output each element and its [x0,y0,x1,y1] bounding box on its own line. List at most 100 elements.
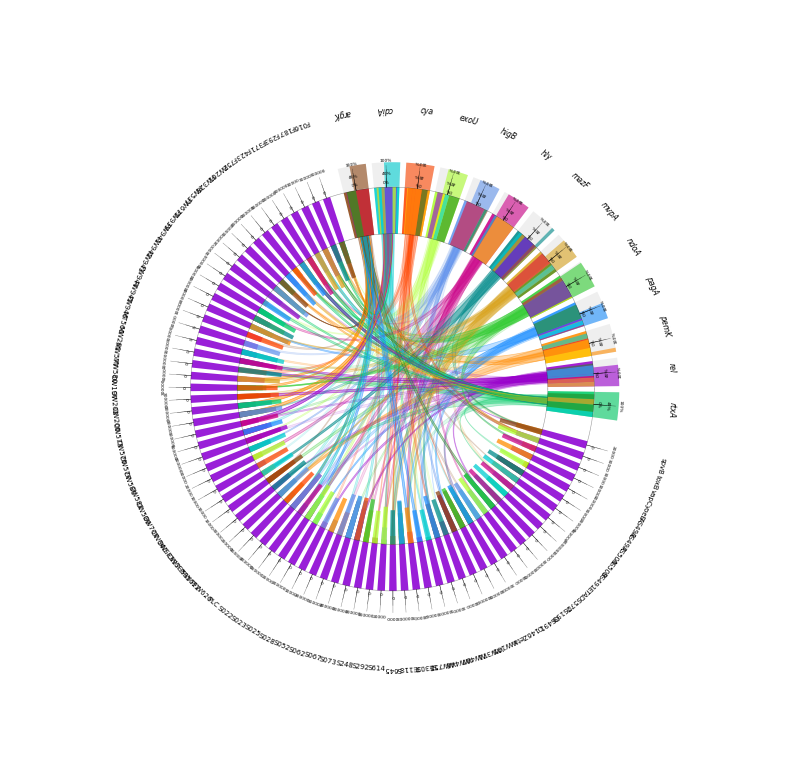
Text: 100%: 100% [584,267,594,279]
Polygon shape [254,315,272,328]
Text: FW941: FW941 [152,221,170,244]
Text: 20000: 20000 [373,615,386,619]
Polygon shape [591,348,616,356]
Polygon shape [237,305,529,388]
Polygon shape [288,522,317,566]
Polygon shape [241,349,278,363]
Polygon shape [374,234,414,543]
Polygon shape [432,329,538,534]
Text: yoeB: yoeB [637,503,650,521]
Polygon shape [323,249,548,404]
Text: OW589: OW589 [133,500,151,526]
Polygon shape [294,268,528,342]
Polygon shape [331,537,351,584]
Polygon shape [458,289,542,433]
Polygon shape [491,461,520,483]
Polygon shape [498,457,524,475]
Polygon shape [416,537,422,542]
Polygon shape [243,422,272,435]
Polygon shape [246,239,438,442]
Polygon shape [338,233,392,535]
Polygon shape [305,494,324,520]
Polygon shape [471,215,497,256]
Polygon shape [315,252,329,273]
Polygon shape [524,462,529,468]
Polygon shape [262,300,291,321]
Polygon shape [337,494,356,536]
Text: 0: 0 [224,510,228,514]
Polygon shape [502,479,514,490]
Polygon shape [423,272,498,538]
Polygon shape [531,455,575,482]
Polygon shape [461,307,536,450]
Polygon shape [548,393,594,399]
Polygon shape [223,273,265,304]
Text: BS491: BS491 [587,569,607,590]
Text: FW939: FW939 [161,208,180,231]
Polygon shape [241,374,548,425]
Polygon shape [405,163,435,191]
Polygon shape [273,286,288,300]
Polygon shape [257,307,286,327]
Text: 0: 0 [234,252,239,257]
Text: 0: 0 [217,499,222,504]
Polygon shape [407,256,483,543]
Polygon shape [491,233,522,270]
Polygon shape [586,324,616,356]
Polygon shape [283,491,296,503]
Polygon shape [437,494,457,532]
Polygon shape [526,463,570,492]
Polygon shape [237,393,279,400]
Polygon shape [429,516,440,538]
Polygon shape [205,447,250,471]
Polygon shape [286,273,299,287]
Text: F752: F752 [220,155,238,170]
Polygon shape [283,482,305,503]
Polygon shape [241,233,392,426]
Polygon shape [249,433,287,452]
Text: OW582: OW582 [127,485,143,511]
Text: 0%: 0% [352,183,359,188]
Polygon shape [466,517,473,524]
Polygon shape [347,191,364,238]
Polygon shape [415,189,428,236]
Polygon shape [273,286,301,310]
Text: 300000: 300000 [240,205,256,219]
Polygon shape [241,307,528,425]
Polygon shape [257,307,274,320]
Text: 300000: 300000 [162,392,167,408]
Polygon shape [306,236,374,519]
Text: 0: 0 [462,580,466,585]
Polygon shape [280,280,544,363]
Polygon shape [237,254,277,290]
Text: 40%: 40% [554,247,564,258]
Text: 0%: 0% [591,338,597,346]
Polygon shape [193,349,240,363]
Text: 0: 0 [403,593,407,598]
Text: S023: S023 [229,615,247,629]
Polygon shape [307,257,328,286]
Polygon shape [275,236,373,328]
Polygon shape [237,385,256,391]
Polygon shape [239,358,283,370]
Text: 300000: 300000 [553,537,567,552]
Polygon shape [399,528,405,544]
Polygon shape [519,450,533,460]
Polygon shape [243,340,258,349]
Text: 300000: 300000 [425,610,441,617]
Polygon shape [360,236,518,481]
Text: 40%: 40% [446,179,456,185]
Text: PLC: PLC [206,596,219,609]
Text: S292: S292 [352,663,370,671]
Polygon shape [338,256,483,535]
Polygon shape [522,461,529,468]
Polygon shape [593,392,619,421]
Polygon shape [514,263,552,293]
Polygon shape [516,478,557,511]
Text: 0: 0 [355,591,359,594]
Polygon shape [381,527,387,544]
Polygon shape [238,235,413,373]
Polygon shape [239,307,528,369]
Text: MT560: MT560 [115,310,127,334]
Polygon shape [298,376,547,514]
